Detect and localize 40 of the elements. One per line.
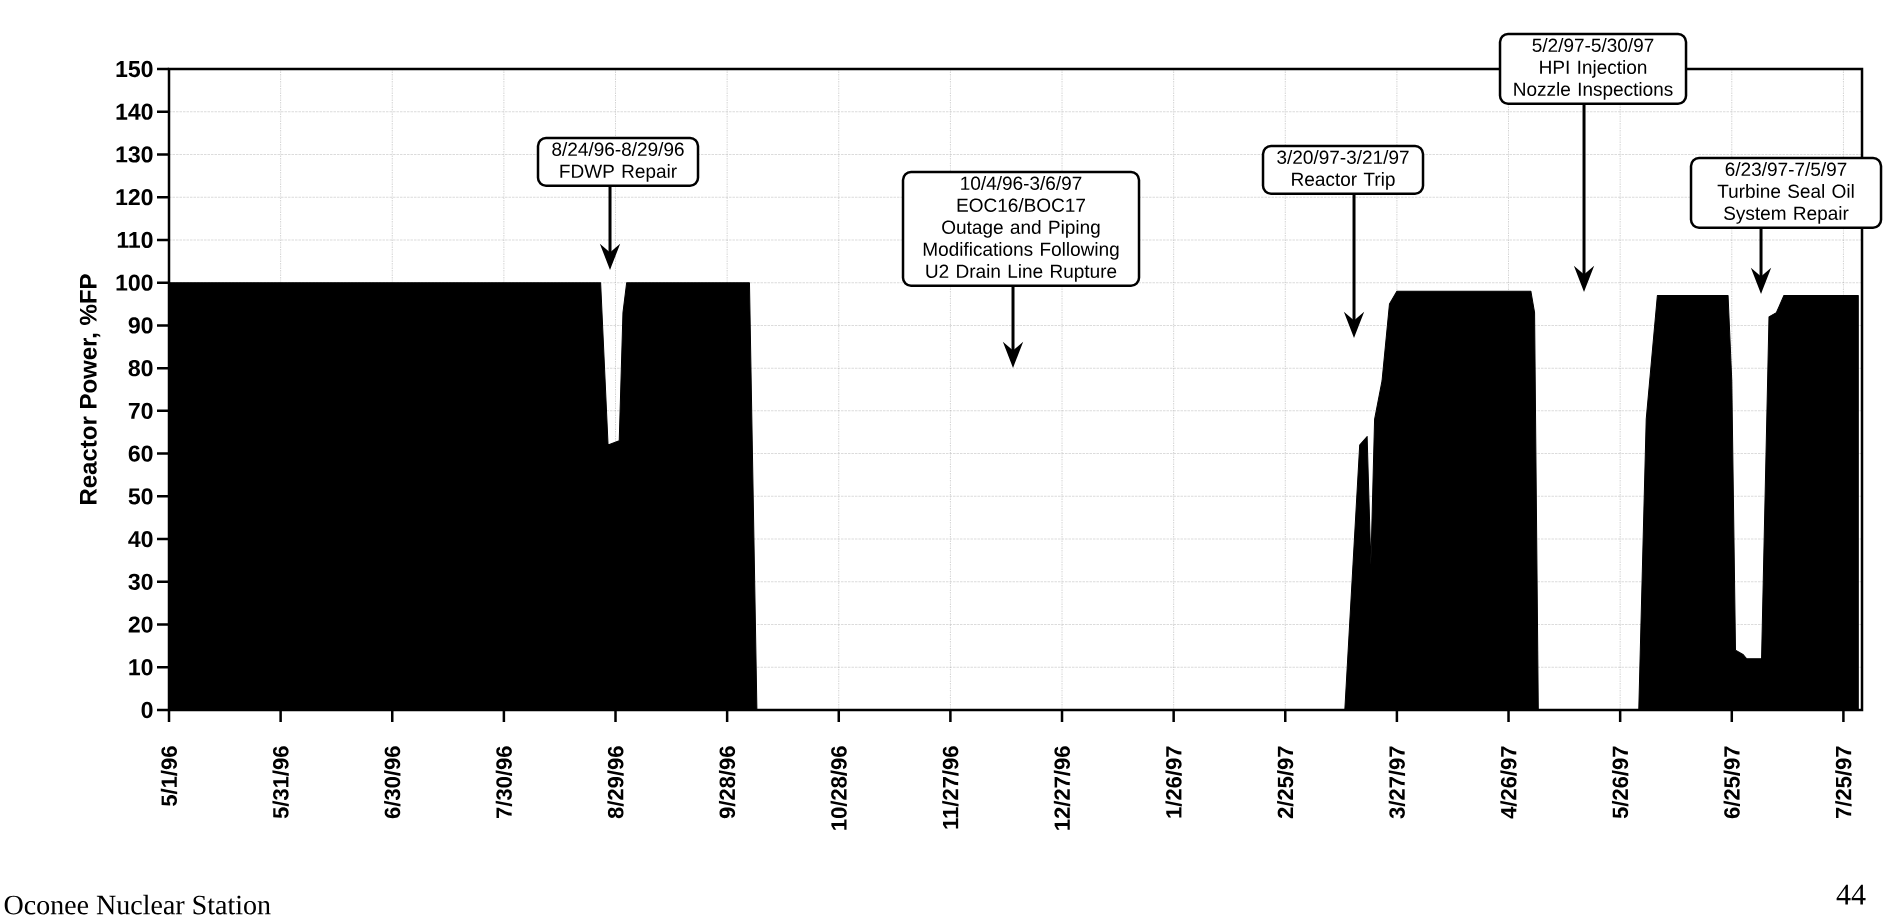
y-tick-label: 100 bbox=[116, 274, 153, 291]
x-tick-label: 5/26/97 bbox=[1611, 746, 1629, 819]
y-tick-label: 20 bbox=[128, 616, 153, 633]
x-tick-label: 5/31/96 bbox=[272, 746, 289, 819]
annotation: 6/23/97-7/5/97 Turbine Seal Oil System Repair bbox=[1717, 162, 1854, 224]
annotation: 10/4/96-3/6/97 EOC16/BOC17 Outage and Piping Modifications Following U2 Drain Line Rupture bbox=[923, 176, 1119, 282]
x-tick-label: 4/26/97 bbox=[1500, 746, 1517, 819]
x-tick-label: 2/25/97 bbox=[1277, 746, 1294, 819]
x-tick-label: 7/30/96 bbox=[495, 746, 513, 818]
x-tick-label: 5/1/96 bbox=[160, 746, 178, 807]
y-tick-label: 80 bbox=[128, 359, 153, 377]
y-tick-label: 110 bbox=[117, 231, 153, 249]
x-tick-label: 8/29/96 bbox=[607, 746, 624, 819]
x-tick-label: 9/28/96 bbox=[718, 746, 736, 819]
y-tick-label: 140 bbox=[116, 103, 153, 120]
y-tick-label: 30 bbox=[128, 573, 153, 590]
x-tick-label: 12/27/96 bbox=[1053, 746, 1071, 830]
y-tick-label: 130 bbox=[116, 146, 153, 163]
text: Oconee Nuclear Station bbox=[4, 894, 271, 915]
annotation: 3/20/97-3/21/97 Reactor Trip bbox=[1277, 150, 1409, 190]
x-tick-label: 7/25/97 bbox=[1835, 746, 1852, 818]
y-tick-label: 10 bbox=[129, 659, 153, 676]
y-tick-label: 40 bbox=[128, 530, 153, 548]
y-axis-title: Reactor Power, %FP bbox=[79, 274, 101, 504]
y-tick-label: 60 bbox=[128, 445, 153, 462]
text: 44 bbox=[1836, 884, 1866, 905]
annotation: 5/2/97-5/30/97 HPI Injection Nozzle Inspections bbox=[1514, 38, 1673, 100]
y-tick-label: 0 bbox=[141, 701, 153, 719]
y-tick-label: 70 bbox=[128, 402, 153, 419]
annotation: 8/24/96-8/29/96 FDWP Repair bbox=[552, 142, 684, 182]
x-tick-label: 6/25/97 bbox=[1723, 746, 1740, 819]
y-tick-label: 150 bbox=[116, 60, 153, 78]
y-tick-label: 90 bbox=[128, 317, 153, 334]
x-tick-label: 10/28/96 bbox=[830, 746, 847, 830]
y-tick-label: 120 bbox=[116, 189, 153, 206]
x-tick-label: 6/30/96 bbox=[384, 746, 401, 819]
x-tick-label: 1/26/97 bbox=[1165, 746, 1182, 818]
x-tick-label: 11/27/96 bbox=[942, 746, 959, 829]
x-tick-label: 3/27/97 bbox=[1388, 746, 1406, 819]
y-tick-label: 50 bbox=[128, 488, 153, 505]
